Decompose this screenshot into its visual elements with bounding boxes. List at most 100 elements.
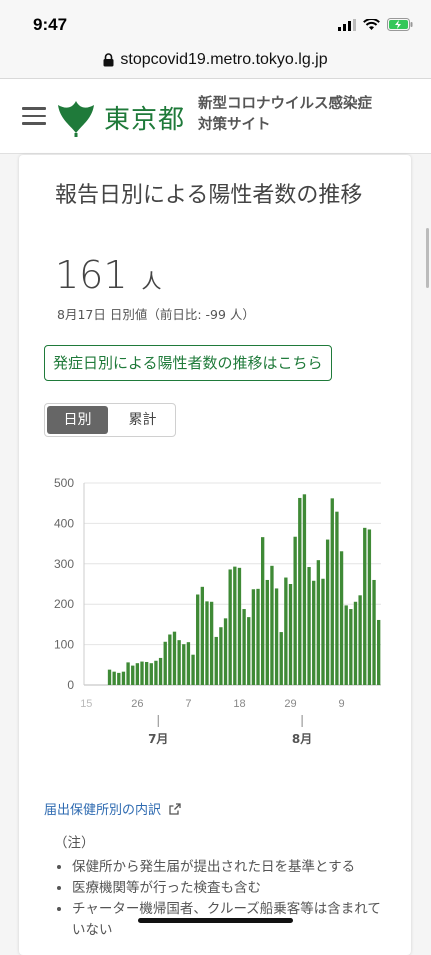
address-bar[interactable]: stopcovid19.metro.tokyo.lg.jp bbox=[0, 42, 431, 79]
bar[interactable] bbox=[330, 498, 334, 685]
bar[interactable] bbox=[344, 605, 348, 685]
daily-cumulative-toggle[interactable]: 日別 累計 bbox=[44, 403, 176, 437]
bar[interactable] bbox=[237, 567, 242, 685]
bar[interactable] bbox=[154, 660, 158, 685]
y-tick-label: 300 bbox=[54, 557, 74, 571]
bar[interactable] bbox=[140, 661, 144, 685]
bar[interactable] bbox=[265, 579, 269, 685]
y-tick-label: 100 bbox=[54, 638, 74, 652]
bar[interactable] bbox=[191, 654, 195, 685]
status-time: 9:47 bbox=[33, 15, 68, 34]
bar[interactable] bbox=[219, 627, 223, 685]
bar[interactable] bbox=[288, 584, 293, 685]
onset-date-link[interactable]: 発症日別による陽性者数の推移はこちら bbox=[44, 345, 332, 381]
bar[interactable] bbox=[177, 640, 181, 685]
home-indicator[interactable] bbox=[138, 918, 293, 923]
scrollbar[interactable] bbox=[426, 228, 429, 288]
bar[interactable] bbox=[284, 577, 288, 685]
bar[interactable] bbox=[353, 601, 358, 685]
month-label: 8月 bbox=[292, 732, 312, 746]
bar[interactable] bbox=[251, 589, 256, 685]
wifi-icon bbox=[363, 18, 380, 30]
bar[interactable] bbox=[274, 588, 279, 685]
bar-chart: 0 100 200 300 400 500 15 26 7 18 29 9 7月 8月 bbox=[19, 465, 411, 765]
bar[interactable] bbox=[349, 609, 353, 685]
bar[interactable] bbox=[279, 632, 283, 685]
bar[interactable] bbox=[135, 663, 140, 685]
notes-list: 保健所から発生届が提出された日を基準とする 医療機関等が行った検査も含む チャー… bbox=[54, 857, 389, 941]
y-tick-label: 400 bbox=[54, 516, 74, 530]
bar[interactable] bbox=[205, 601, 209, 685]
external-link-icon[interactable] bbox=[169, 803, 181, 815]
bar[interactable] bbox=[312, 580, 316, 685]
bar[interactable] bbox=[168, 634, 172, 686]
bar[interactable] bbox=[172, 631, 177, 685]
signal-icon bbox=[338, 18, 356, 31]
bar[interactable] bbox=[321, 578, 325, 685]
bar[interactable] bbox=[339, 551, 344, 685]
bar[interactable] bbox=[377, 619, 381, 685]
status-bar: 9:47 bbox=[0, 0, 431, 42]
bar[interactable] bbox=[293, 536, 297, 685]
chart-card: 報告日別による陽性者数の推移 161 人 8月17日 日別値（前日比: -99 人… bbox=[19, 155, 411, 955]
logo-text[interactable]: 東京都 bbox=[104, 105, 186, 135]
bar[interactable] bbox=[260, 537, 265, 685]
bar[interactable] bbox=[256, 588, 260, 685]
note-item: 医療機関等が行った検査も含む bbox=[72, 878, 389, 899]
url-text: stopcovid19.metro.tokyo.lg.jp bbox=[120, 51, 328, 68]
bar[interactable] bbox=[182, 644, 186, 685]
bar[interactable] bbox=[158, 657, 163, 685]
health-center-breakdown-link[interactable]: 届出保健所別の内訳 bbox=[44, 799, 181, 818]
bar[interactable] bbox=[117, 672, 121, 685]
card-title: 報告日別による陽性者数の推移 bbox=[55, 183, 363, 208]
bar[interactable] bbox=[233, 566, 237, 685]
bar[interactable] bbox=[131, 665, 135, 685]
bar[interactable] bbox=[316, 560, 321, 685]
bar[interactable] bbox=[242, 609, 246, 685]
notes: （注） 保健所から発生届が提出された日を基準とする 医療機関等が行った検査も含む… bbox=[54, 833, 389, 941]
bar[interactable] bbox=[335, 511, 339, 685]
note-item: 保健所から発生届が提出された日を基準とする bbox=[72, 857, 389, 878]
bar[interactable] bbox=[307, 567, 311, 685]
bar[interactable] bbox=[214, 636, 218, 685]
bar[interactable] bbox=[270, 565, 274, 685]
bar[interactable] bbox=[196, 594, 200, 685]
headline-unit: 人 bbox=[141, 269, 162, 293]
bar[interactable] bbox=[112, 671, 116, 685]
bar[interactable] bbox=[200, 586, 205, 685]
bar[interactable] bbox=[367, 529, 372, 685]
site-title: 新型コロナウイルス感染症 対策サイト bbox=[198, 94, 372, 136]
toggle-cumulative[interactable]: 累計 bbox=[128, 412, 157, 428]
bar[interactable] bbox=[363, 527, 367, 685]
x-tick-label: 29 bbox=[284, 698, 296, 710]
bar[interactable] bbox=[126, 662, 130, 685]
bar[interactable] bbox=[325, 539, 330, 685]
bar[interactable] bbox=[149, 663, 153, 685]
bar[interactable] bbox=[121, 671, 126, 685]
bar[interactable] bbox=[107, 669, 112, 685]
x-tick-label: 15 bbox=[80, 698, 92, 710]
x-tick-label: 18 bbox=[233, 698, 245, 710]
bar[interactable] bbox=[372, 579, 376, 685]
bar-chart-svg: 0 100 200 300 400 500 15 26 7 18 29 9 7月 8月 bbox=[54, 476, 381, 746]
notes-heading: （注） bbox=[54, 835, 95, 851]
bar[interactable] bbox=[186, 642, 191, 685]
bar[interactable] bbox=[228, 569, 232, 685]
headline-subtext: 8月17日 日別値（前日比: -99 人） bbox=[57, 307, 255, 322]
y-tick-label: 500 bbox=[54, 476, 74, 490]
toggle-daily[interactable]: 日別 bbox=[47, 406, 108, 434]
bar[interactable] bbox=[209, 601, 214, 685]
menu-icon[interactable] bbox=[22, 107, 46, 130]
bar[interactable] bbox=[358, 595, 362, 685]
tokyo-logo-icon[interactable] bbox=[56, 97, 96, 137]
site-title-line2: 対策サイト bbox=[198, 117, 271, 133]
bar[interactable] bbox=[247, 617, 251, 685]
headline-number: 161 bbox=[55, 253, 128, 297]
bar[interactable] bbox=[302, 494, 307, 685]
bar[interactable] bbox=[298, 497, 302, 685]
health-center-breakdown-label[interactable]: 届出保健所別の内訳 bbox=[44, 803, 162, 818]
bar[interactable] bbox=[223, 618, 228, 685]
bar[interactable] bbox=[163, 641, 167, 685]
bar[interactable] bbox=[144, 661, 149, 685]
site-header: 東京都 新型コロナウイルス感染症 対策サイト bbox=[0, 79, 431, 154]
